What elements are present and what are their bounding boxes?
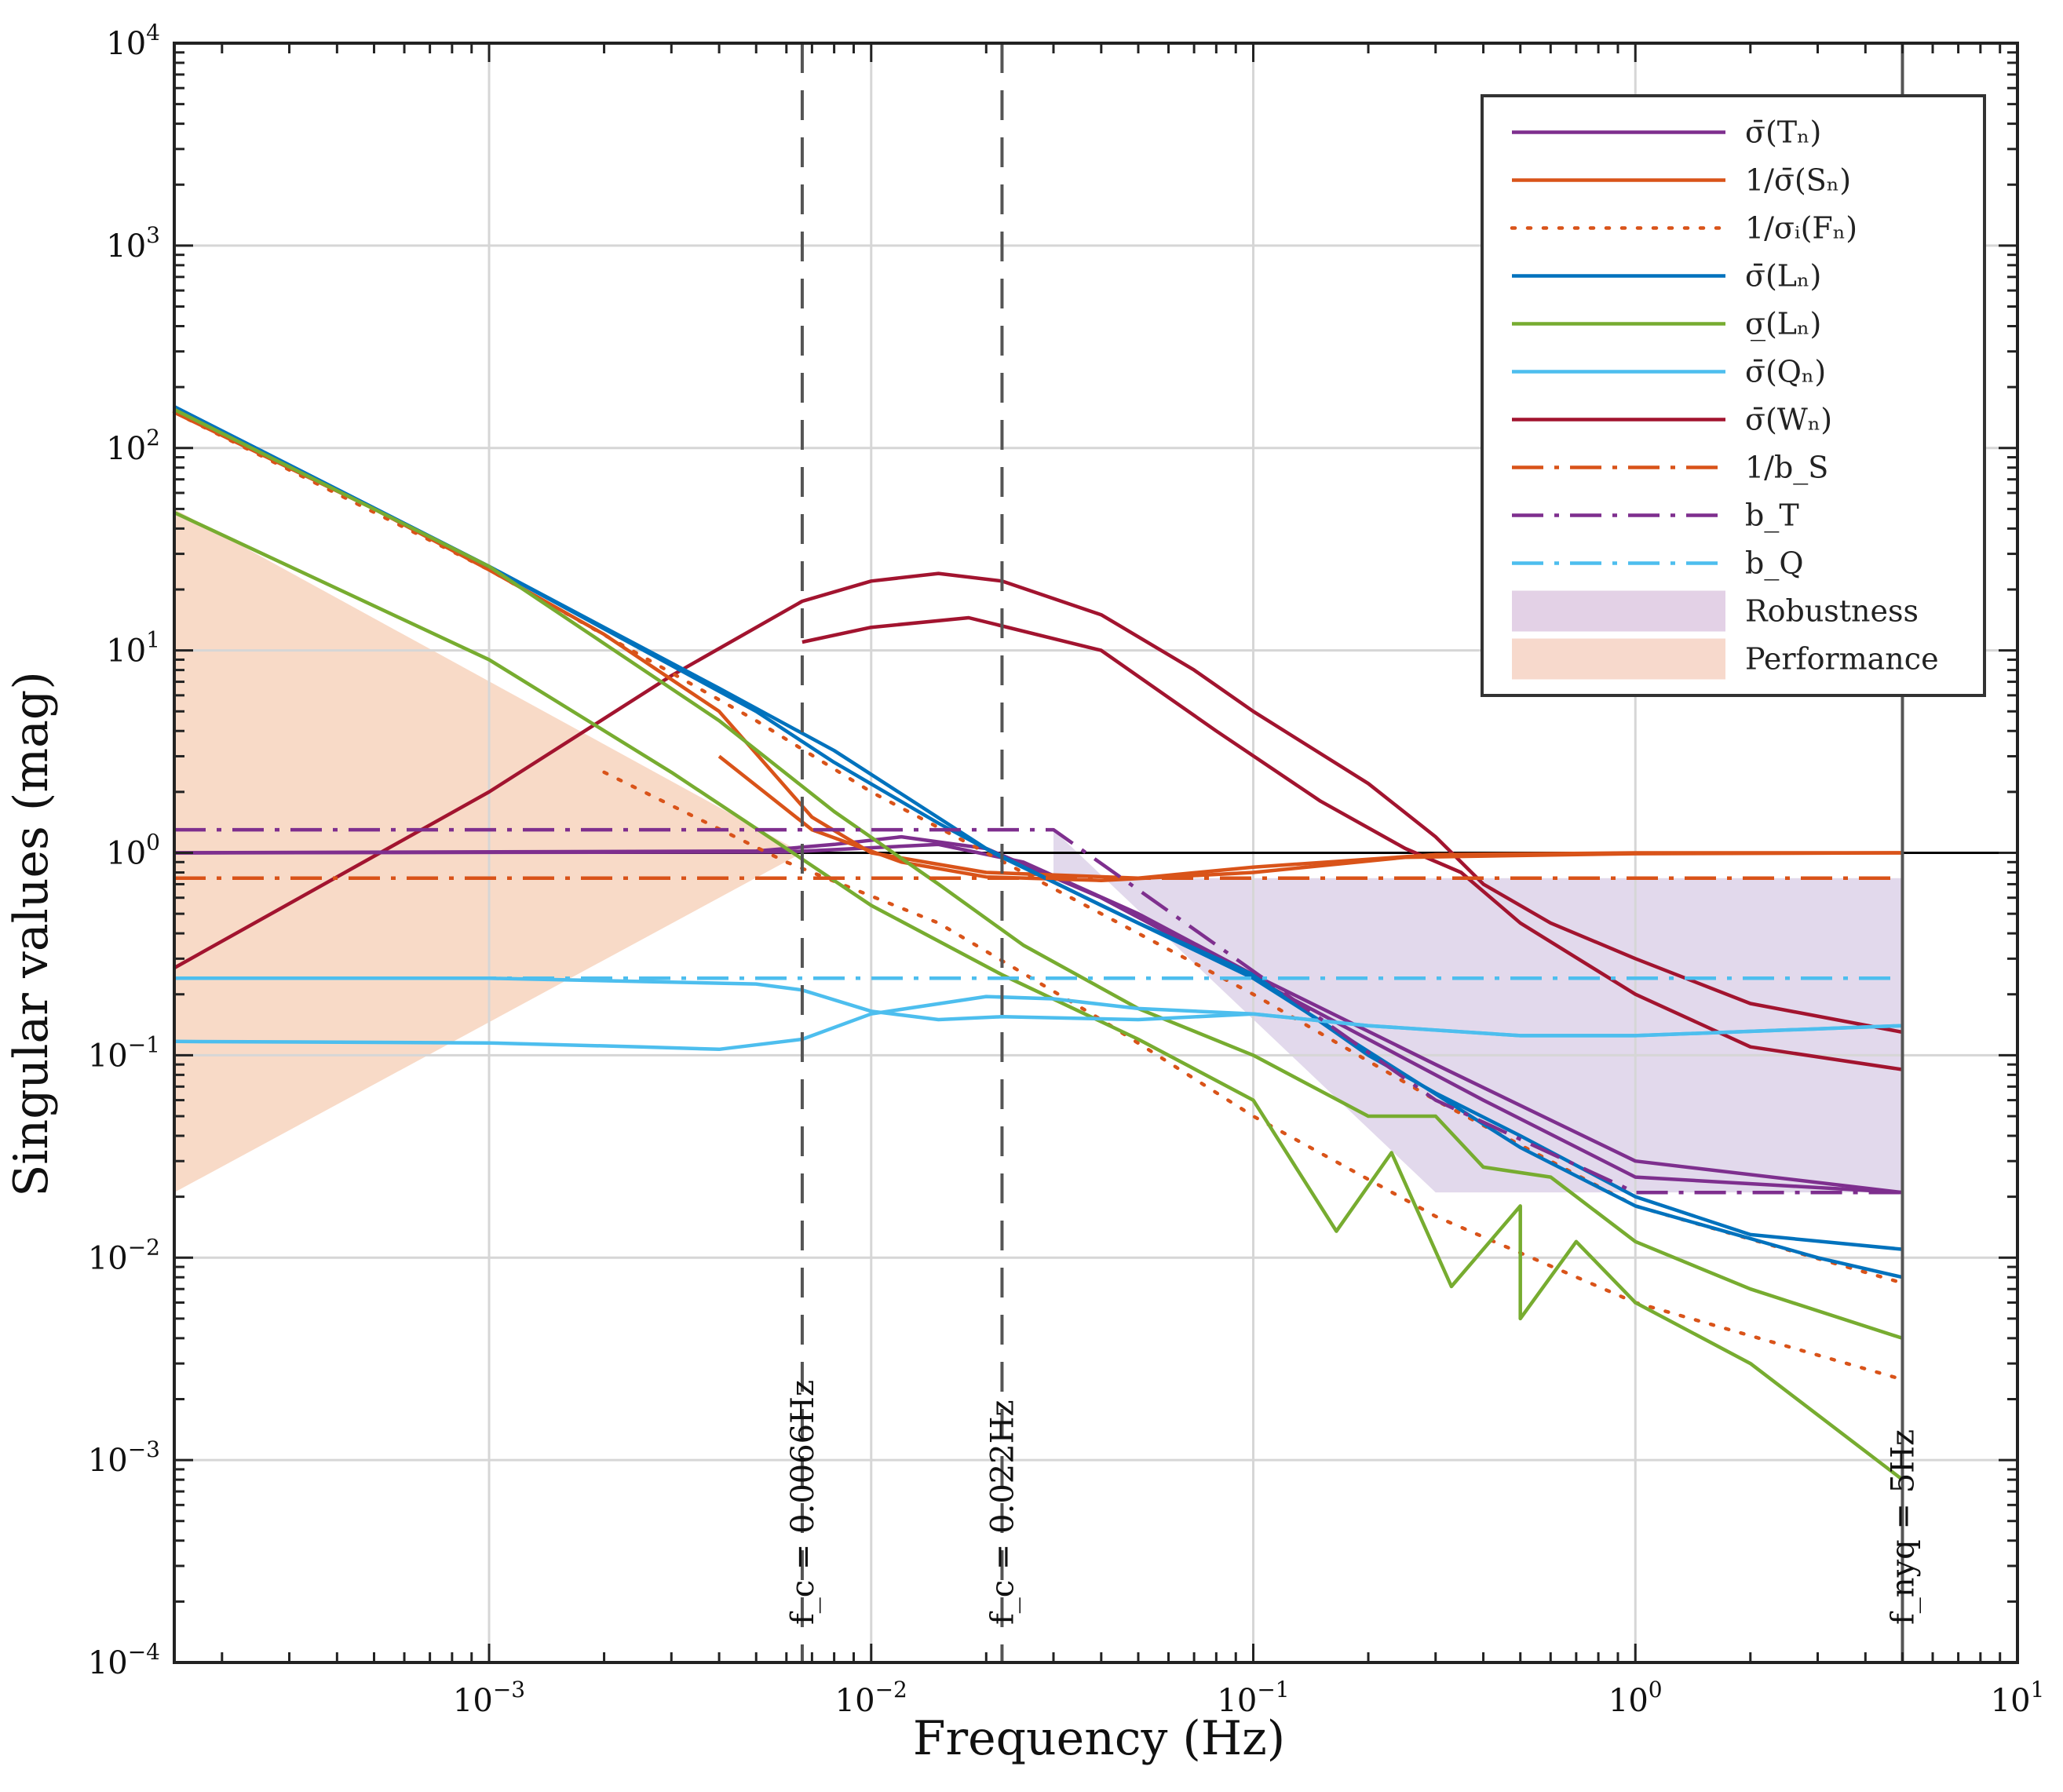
series-sigma-min-ln-b	[173, 510, 1904, 1481]
series-sigma-max-wn-a	[173, 571, 1903, 1035]
x-tick-label: 10−2	[835, 1677, 907, 1719]
y-tick-label: 102	[106, 425, 160, 467]
legend-label: Performance	[1745, 642, 1939, 677]
y-tick-label: 104	[106, 20, 160, 62]
marker-label-1: f_c = 0.0066Hz	[785, 1380, 821, 1625]
legend-label: σ̄(Tₙ)	[1745, 115, 1821, 150]
marker-label-2: f_c = 0.022Hz	[984, 1400, 1021, 1625]
legend-label: 1/b_S	[1745, 451, 1828, 486]
legend-box	[1481, 94, 1986, 697]
legend-swatch	[1512, 638, 1725, 680]
legend-label: σ̄(Wₙ)	[1745, 403, 1832, 437]
y-tick-label: 10−4	[88, 1639, 160, 1681]
x-tick-label: 100	[1608, 1677, 1663, 1719]
marker-label-3: f_nyq = 5Hz	[1885, 1429, 1921, 1625]
y-tick-label: 10−2	[88, 1234, 160, 1276]
x-tick-label: 101	[1991, 1677, 2045, 1719]
series-1-sigma-i-fn-a	[172, 411, 1904, 1285]
y-tick-label: 103	[106, 222, 160, 265]
legend-label: σ̄(Qₙ)	[1745, 355, 1826, 389]
y-tick-label: 10−1	[88, 1031, 160, 1074]
y-tick-label: 10−3	[88, 1436, 160, 1479]
series-sigma-max-tn-b	[173, 842, 1903, 1195]
legend-label: σ̄(Lₙ)	[1745, 259, 1821, 294]
x-axis-title: Frequency (Hz)	[913, 1711, 1285, 1766]
series-b-t	[174, 827, 1903, 1195]
series-1-sigma-max-sn-b	[717, 754, 1903, 882]
series-sigma-max-wn-b	[801, 615, 1903, 1071]
legend-label: 1/σᵢ(Fₙ)	[1745, 211, 1857, 246]
legend-label: 1/σ̄(Sₙ)	[1745, 163, 1851, 198]
series-sigma-max-ln-b	[173, 405, 1904, 1279]
region-robustness	[1053, 830, 1903, 1193]
series-1-sigma-i-fn-b	[602, 770, 1904, 1381]
x-tick-label: 10−1	[1217, 1677, 1289, 1719]
legend-label: b_T	[1745, 498, 1799, 534]
legend: σ̄(Tₙ) 1/σ̄(Sₙ) 1/σᵢ(Fₙ) σ̄(Lₙ) σ̲(Lₙ) σ̄(Qₙ)…	[1481, 94, 1986, 697]
series-sigma-max-qn-b	[173, 995, 1903, 1052]
plot-series	[172, 405, 1904, 1481]
axes	[173, 42, 2019, 1664]
legend-label: σ̲(Lₙ)	[1745, 307, 1821, 342]
x-tick-label: 10−3	[453, 1677, 525, 1719]
legend-label: b_Q	[1745, 546, 1803, 582]
legend-swatch	[1512, 590, 1725, 632]
tick-labels: 10−3 10−2 10−1 100 101 10−4 10−3 10−2 10−1 100 101…	[88, 20, 2045, 1719]
legend-label: Robustness	[1745, 594, 1919, 629]
y-axis-title: Singular values (mag)	[4, 671, 59, 1196]
y-tick-label: 101	[106, 627, 160, 670]
y-tick-label: 100	[106, 830, 160, 872]
series-sigma-min-ln-a	[173, 407, 1904, 1341]
frequency-markers: f_c = 0.0066Hz f_c = 0.022Hz f_nyq = 5Hz	[785, 43, 1921, 1662]
